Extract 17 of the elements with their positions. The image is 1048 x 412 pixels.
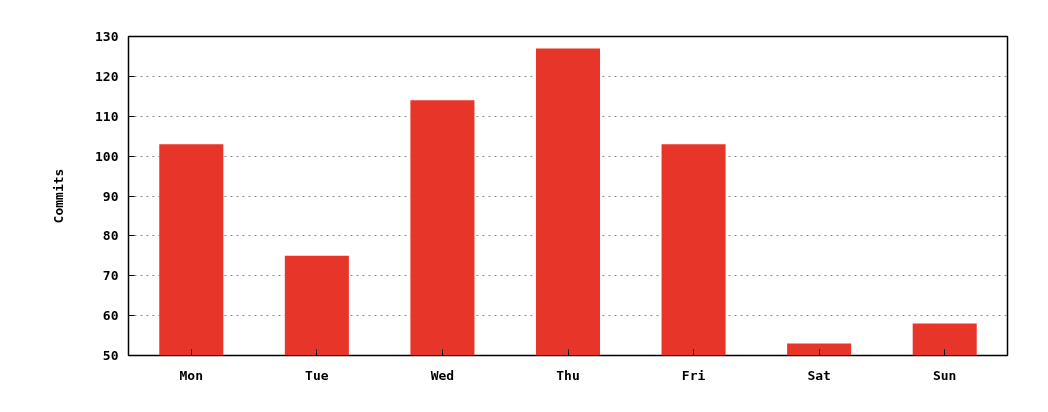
y-tick-label: 120	[95, 68, 119, 84]
y-tick-label: 110	[95, 108, 119, 124]
y-tick-label: 70	[102, 268, 119, 284]
y-axis-title: Commits	[51, 168, 67, 224]
y-tick-label: 100	[95, 148, 119, 164]
y-tick-label: 130	[95, 29, 119, 44]
x-tick-label: Sat	[807, 367, 831, 383]
y-tick-label: 90	[102, 188, 119, 204]
y-tick-label: 80	[102, 228, 119, 244]
x-tick-label: Wed	[430, 367, 455, 383]
y-tick-label: 50	[102, 348, 119, 363]
x-tick-label: Mon	[179, 367, 204, 383]
x-tick-label: Fri	[681, 367, 706, 383]
x-tick-label: Tue	[305, 367, 329, 383]
y-tick-label: 60	[102, 308, 119, 324]
x-tick-label: Sun	[932, 367, 957, 383]
x-tick-label: Thu	[556, 367, 580, 383]
